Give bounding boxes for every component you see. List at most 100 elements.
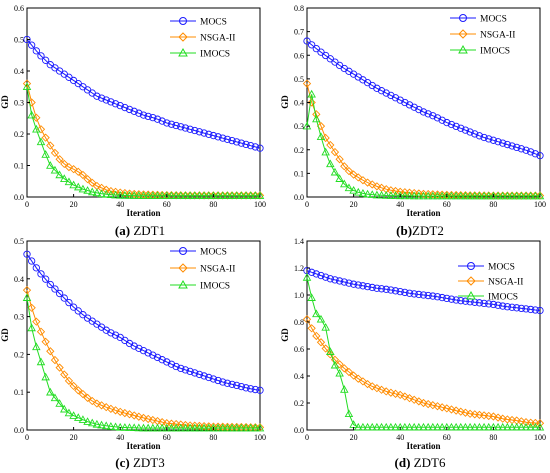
data-point-mocs [424,110,432,118]
x-tick-label: 0 [305,433,309,442]
data-point-imocs [69,411,78,419]
data-point-imocs [157,191,167,199]
data-point-imocs [73,182,83,191]
data-point-nsga-ii [307,98,316,107]
data-point-nsga-ii [130,411,139,420]
data-point-mocs [321,273,330,281]
y-tick-label: 0.0 [14,426,24,435]
data-point-imocs [521,191,531,200]
data-point-nsga-ii [302,79,312,88]
data-point-imocs [447,191,456,200]
data-point-imocs [535,191,545,200]
y-tick-label: 0.3 [14,313,24,322]
data-point-imocs [73,413,83,421]
panel-d-series [302,267,545,431]
data-point-nsga-ii [27,303,36,312]
data-point-imocs [377,190,386,199]
panel-b-ticks: 0 20 40 60 80 100 0.0 0.1 0.2 0.3 0.4 0.5 0.6 0.7 0.8 [294,4,546,209]
data-point-imocs [255,191,265,199]
data-point-imocs [27,323,36,332]
data-point-imocs [526,191,535,200]
data-point-imocs [185,191,195,199]
data-point-mocs [256,386,264,394]
series-mocs [23,250,264,394]
data-point-mocs [419,108,428,116]
data-point-imocs [423,422,433,431]
data-point-mocs [65,298,73,307]
data-point-imocs [55,170,64,179]
data-point-mocs [23,35,31,44]
data-point-imocs [330,360,340,369]
data-point-imocs [326,347,335,355]
data-point-mocs [405,101,414,109]
y-tick-label: 1.4 [294,237,304,246]
data-point-nsga-ii [55,155,64,164]
data-point-imocs [456,422,466,431]
data-point-imocs [321,322,330,331]
panel-b-caption: (b)ZDT2 [396,223,444,238]
data-point-mocs [401,288,409,297]
data-point-mocs [326,275,334,283]
x-tick-label: 20 [70,200,78,209]
data-point-imocs [526,422,535,431]
data-point-nsga-ii [88,178,97,187]
y-tick-label: 0.1 [14,388,24,397]
y-tick-label: 0.8 [294,318,304,327]
data-point-imocs [535,422,545,431]
data-point-mocs [396,287,404,296]
x-tick-label: 0 [25,200,29,209]
panel-d-ticks: 0 20 40 60 80 100 0.0 0.2 0.4 0.6 0.8 1.0 1.2 1.4 [294,237,546,442]
data-point-nsga-ii [50,148,60,158]
data-point-mocs [401,98,409,107]
data-point-mocs [368,283,376,292]
data-point-imocs [484,422,494,431]
series-imocs [22,293,265,432]
data-point-imocs [237,191,246,199]
data-point-mocs [102,96,110,104]
data-point-mocs [149,113,157,122]
data-point-nsga-ii [102,403,111,412]
y-tick-label: 0.1 [294,169,304,178]
legend-label-nsga: NSGA-II [480,31,515,41]
data-point-nsga-ii [419,398,428,408]
data-point-imocs [223,191,232,199]
legend-label-imocs: IMOCS [200,50,230,60]
data-point-imocs [101,189,111,198]
data-point-mocs [438,293,446,302]
series-imocs [302,89,545,200]
data-point-imocs [120,191,130,199]
data-point-mocs [130,107,138,115]
data-point-mocs [46,280,54,289]
data-point-mocs [74,307,82,315]
data-point-mocs [125,105,134,114]
data-point-nsga-ii [372,384,382,393]
panel-a: 0 20 40 60 80 100 0.0 0.1 0.2 0.3 0.4 0.5 0.6 Iterat… [0,4,266,238]
data-point-imocs [358,188,368,197]
data-point-nsga-ii [116,407,125,416]
data-point-imocs [209,423,218,432]
data-point-mocs [28,41,36,49]
data-point-nsga-ii [326,140,335,150]
data-point-nsga-ii [316,338,326,347]
data-point-imocs [400,422,410,431]
x-tick-label: 60 [163,200,171,209]
data-point-imocs [503,422,512,431]
data-point-mocs [144,349,152,357]
data-point-mocs [242,140,250,149]
data-point-nsga-ii [69,165,78,174]
data-point-mocs [471,130,479,138]
series-nsga-ii [22,286,265,432]
data-point-mocs [121,103,129,112]
data-point-imocs [340,179,349,188]
panel-a-caption-letter: (a) [115,223,130,238]
y-tick-label: 0.4 [14,275,24,284]
data-point-imocs [391,422,400,431]
data-point-mocs [396,96,404,104]
data-point-imocs [391,191,400,199]
y-tick-label: 0.8 [294,4,304,13]
data-point-imocs [32,124,41,133]
data-point-mocs [387,286,395,294]
y-tick-label: 0.6 [294,51,304,60]
data-point-mocs [191,126,199,135]
